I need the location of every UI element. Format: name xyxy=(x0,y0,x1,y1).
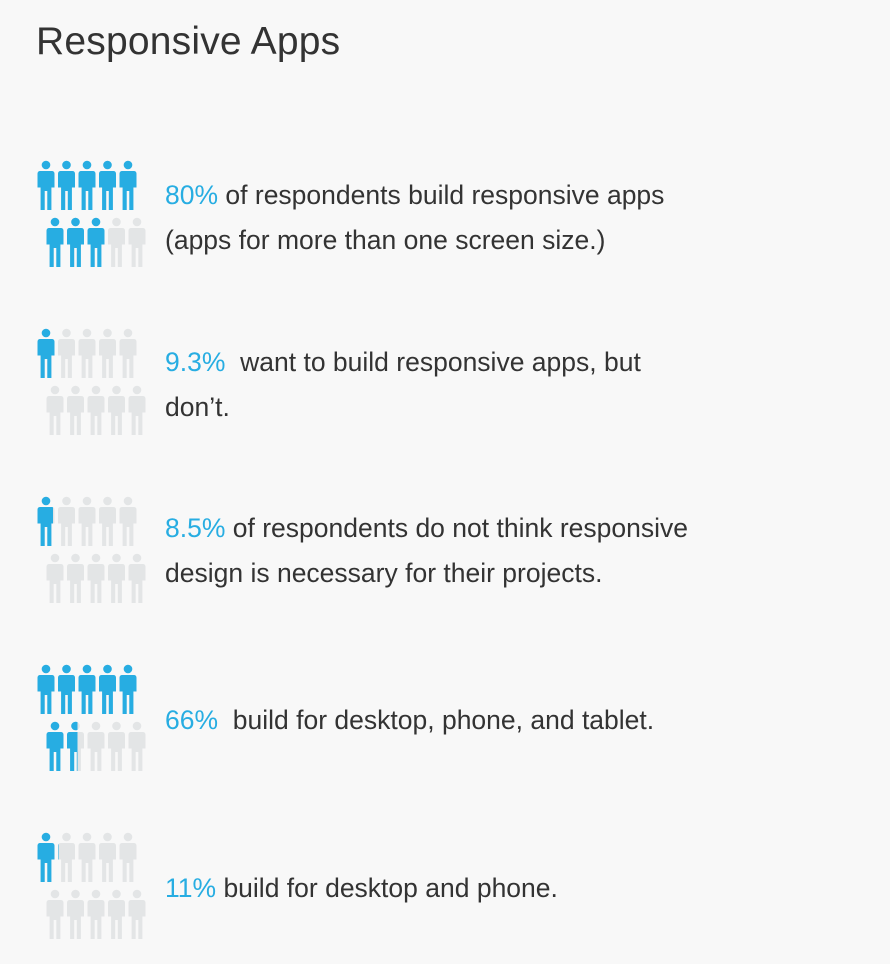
person-icon xyxy=(108,217,125,267)
person-icon xyxy=(128,553,146,603)
stat-percent: 9.3% xyxy=(165,347,226,377)
person-icon xyxy=(99,496,116,546)
person-icon xyxy=(99,664,116,714)
person-icon xyxy=(78,328,96,378)
person-icon xyxy=(46,217,64,267)
person-icon xyxy=(108,553,125,603)
person-icon xyxy=(128,889,146,939)
stat-text: 11% build for desktop and phone. xyxy=(165,866,845,911)
person-icon xyxy=(46,553,64,603)
stat-row: 8.5% of respondents do not think respons… xyxy=(36,496,866,611)
stat-percent: 66% xyxy=(165,705,219,735)
person-icon xyxy=(78,160,96,210)
stat-row: 80% of respondents build responsive apps… xyxy=(36,160,866,275)
person-icon xyxy=(67,889,84,939)
stat-text: 80% of respondents build responsive apps… xyxy=(165,173,845,263)
people-pictogram xyxy=(37,328,146,435)
person-icon xyxy=(99,160,116,210)
person-icon xyxy=(119,496,137,546)
stat-description: build for desktop and phone. xyxy=(216,873,558,903)
person-icon xyxy=(99,832,116,882)
stat-percent: 8.5% xyxy=(165,513,226,543)
person-icon xyxy=(128,217,146,267)
people-pictogram xyxy=(37,496,146,603)
person-icon xyxy=(99,328,116,378)
person-icon xyxy=(58,664,75,714)
stat-row: 66% build for desktop, phone, and tablet… xyxy=(36,664,866,779)
stat-description: of respondents build responsive apps xyxy=(218,180,665,210)
stat-text: 9.3% want to build responsive apps, but … xyxy=(165,340,845,430)
person-icon xyxy=(37,664,55,714)
stat-text: 8.5% of respondents do not think respons… xyxy=(165,506,845,596)
person-icon xyxy=(67,217,84,267)
person-icon xyxy=(58,832,75,882)
person-icon xyxy=(58,160,75,210)
person-icon xyxy=(67,385,84,435)
person-icon xyxy=(78,664,96,714)
person-icon xyxy=(119,160,137,210)
person-icon xyxy=(87,553,105,603)
people-pictogram xyxy=(37,160,146,267)
person-icon xyxy=(58,328,75,378)
person-icon xyxy=(108,385,125,435)
person-icon xyxy=(78,832,96,882)
person-icon xyxy=(67,721,84,771)
person-icon xyxy=(78,496,96,546)
stat-description: of respondents do not think responsive xyxy=(225,513,688,543)
person-icon xyxy=(46,889,64,939)
person-icon xyxy=(128,385,146,435)
person-icon xyxy=(37,496,55,546)
person-icon xyxy=(67,553,84,603)
person-icon xyxy=(119,328,137,378)
person-icon xyxy=(58,496,75,546)
stat-percent: 80% xyxy=(165,180,219,210)
stat-description-line2: don’t. xyxy=(165,392,230,422)
stat-description-line2: (apps for more than one screen size.) xyxy=(165,225,606,255)
person-icon xyxy=(37,328,55,378)
person-icon xyxy=(37,160,55,210)
person-icon xyxy=(87,385,105,435)
people-pictogram xyxy=(37,664,146,771)
person-icon xyxy=(37,832,55,882)
person-icon xyxy=(108,721,125,771)
person-icon xyxy=(108,889,125,939)
person-icon xyxy=(46,721,64,771)
stat-description: want to build responsive apps, but xyxy=(225,347,641,377)
person-icon xyxy=(119,664,137,714)
stat-row: 11% build for desktop and phone. xyxy=(36,832,866,947)
people-pictogram xyxy=(37,832,146,939)
person-icon xyxy=(128,721,146,771)
page-title: Responsive Apps xyxy=(36,20,341,63)
stat-row: 9.3% want to build responsive apps, but … xyxy=(36,328,866,443)
stat-description-line2: design is necessary for their projects. xyxy=(165,558,603,588)
stat-description: build for desktop, phone, and tablet. xyxy=(218,705,655,735)
person-icon xyxy=(87,721,105,771)
stat-percent: 11% xyxy=(165,873,217,903)
person-icon xyxy=(46,385,64,435)
person-icon xyxy=(119,832,137,882)
person-icon xyxy=(87,217,105,267)
person-icon xyxy=(87,889,105,939)
stat-text: 66% build for desktop, phone, and tablet… xyxy=(165,698,845,743)
